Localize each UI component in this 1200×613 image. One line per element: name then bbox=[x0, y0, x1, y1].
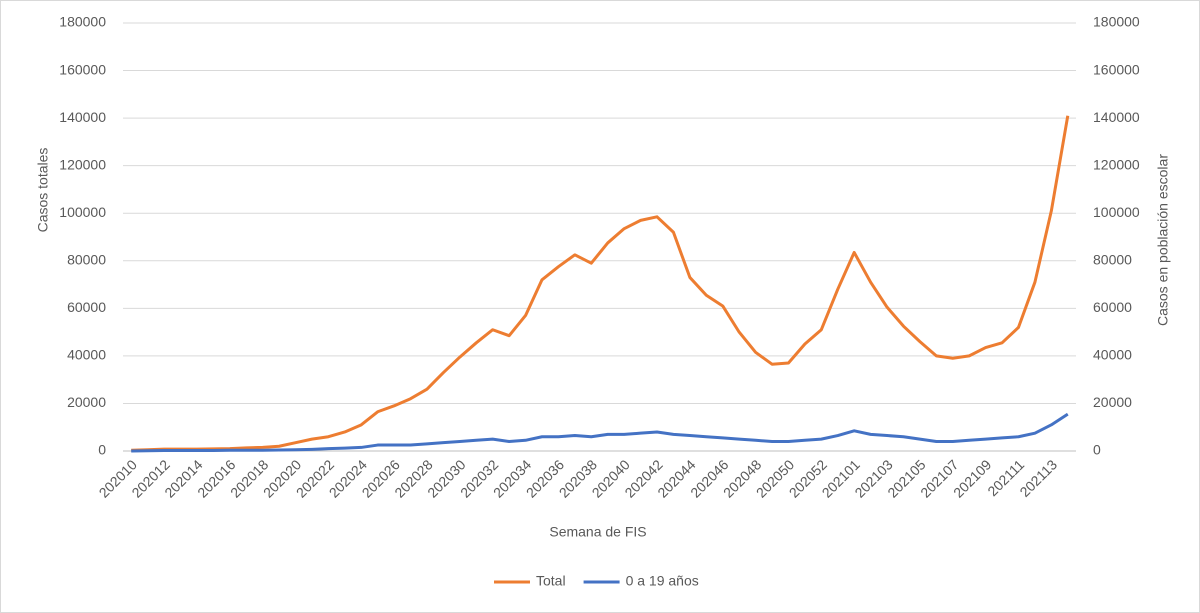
x-axis-title: Semana de FIS bbox=[549, 524, 646, 540]
y-tick-label: 160000 bbox=[59, 61, 106, 77]
y2-tick-label: 100000 bbox=[1093, 204, 1140, 220]
y2-tick-label: 40000 bbox=[1093, 347, 1132, 363]
y2-tick-label: 140000 bbox=[1093, 109, 1140, 125]
y2-tick-label: 80000 bbox=[1093, 251, 1132, 267]
y-tick-label: 80000 bbox=[67, 251, 106, 267]
y-tick-label: 120000 bbox=[59, 156, 106, 172]
y-tick-label: 100000 bbox=[59, 204, 106, 220]
y-axis-title: Casos totales bbox=[35, 148, 51, 233]
legend-label: Total bbox=[536, 573, 566, 589]
y-tick-label: 40000 bbox=[67, 347, 106, 363]
y2-tick-label: 20000 bbox=[1093, 394, 1132, 410]
series-line bbox=[131, 412, 1069, 453]
y2-axis-title: Casos en población escolar bbox=[1155, 154, 1171, 326]
y2-tick-label: 60000 bbox=[1093, 299, 1132, 315]
series-line bbox=[131, 115, 1070, 452]
legend-label: 0 a 19 años bbox=[626, 573, 699, 589]
y-tick-label: 0 bbox=[98, 442, 106, 458]
y-tick-label: 60000 bbox=[67, 299, 106, 315]
y-tick-label: 140000 bbox=[59, 109, 106, 125]
y2-tick-label: 120000 bbox=[1093, 156, 1140, 172]
y2-tick-label: 160000 bbox=[1093, 61, 1140, 77]
y-tick-label: 20000 bbox=[67, 394, 106, 410]
y-tick-label: 180000 bbox=[59, 14, 106, 30]
y2-tick-label: 180000 bbox=[1093, 14, 1140, 30]
y2-tick-label: 0 bbox=[1093, 442, 1101, 458]
